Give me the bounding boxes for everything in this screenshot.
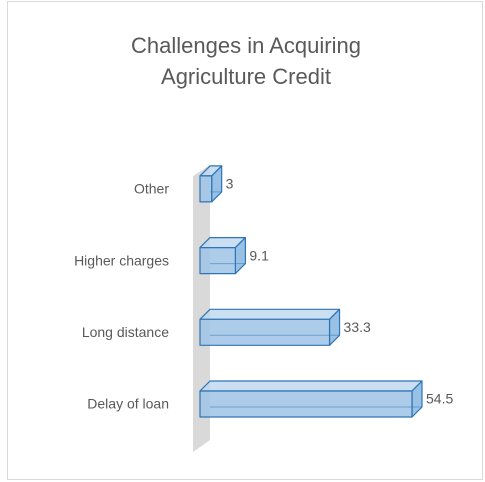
bar [199,237,246,275]
category-label: Long distance [82,324,169,340]
bar [199,308,341,346]
bar-top [199,380,423,392]
bar [199,380,423,418]
chart-title: Challenges in Acquiring Agriculture Cred… [131,33,361,89]
data-label: 9.1 [249,247,269,263]
bar-top [199,308,341,320]
chart-border [7,1,483,480]
bar-front [199,175,213,203]
bar-front [199,247,236,275]
bar-front [199,390,413,418]
bar [199,165,223,203]
category-label: Higher charges [74,252,169,268]
data-label: 33.3 [344,319,371,335]
bar-front [199,318,331,346]
category-label: Other [134,181,169,197]
data-label: 3 [226,176,234,192]
data-label: 54.5 [426,391,453,407]
category-label: Delay of loan [87,396,169,412]
back-wall [193,165,210,452]
